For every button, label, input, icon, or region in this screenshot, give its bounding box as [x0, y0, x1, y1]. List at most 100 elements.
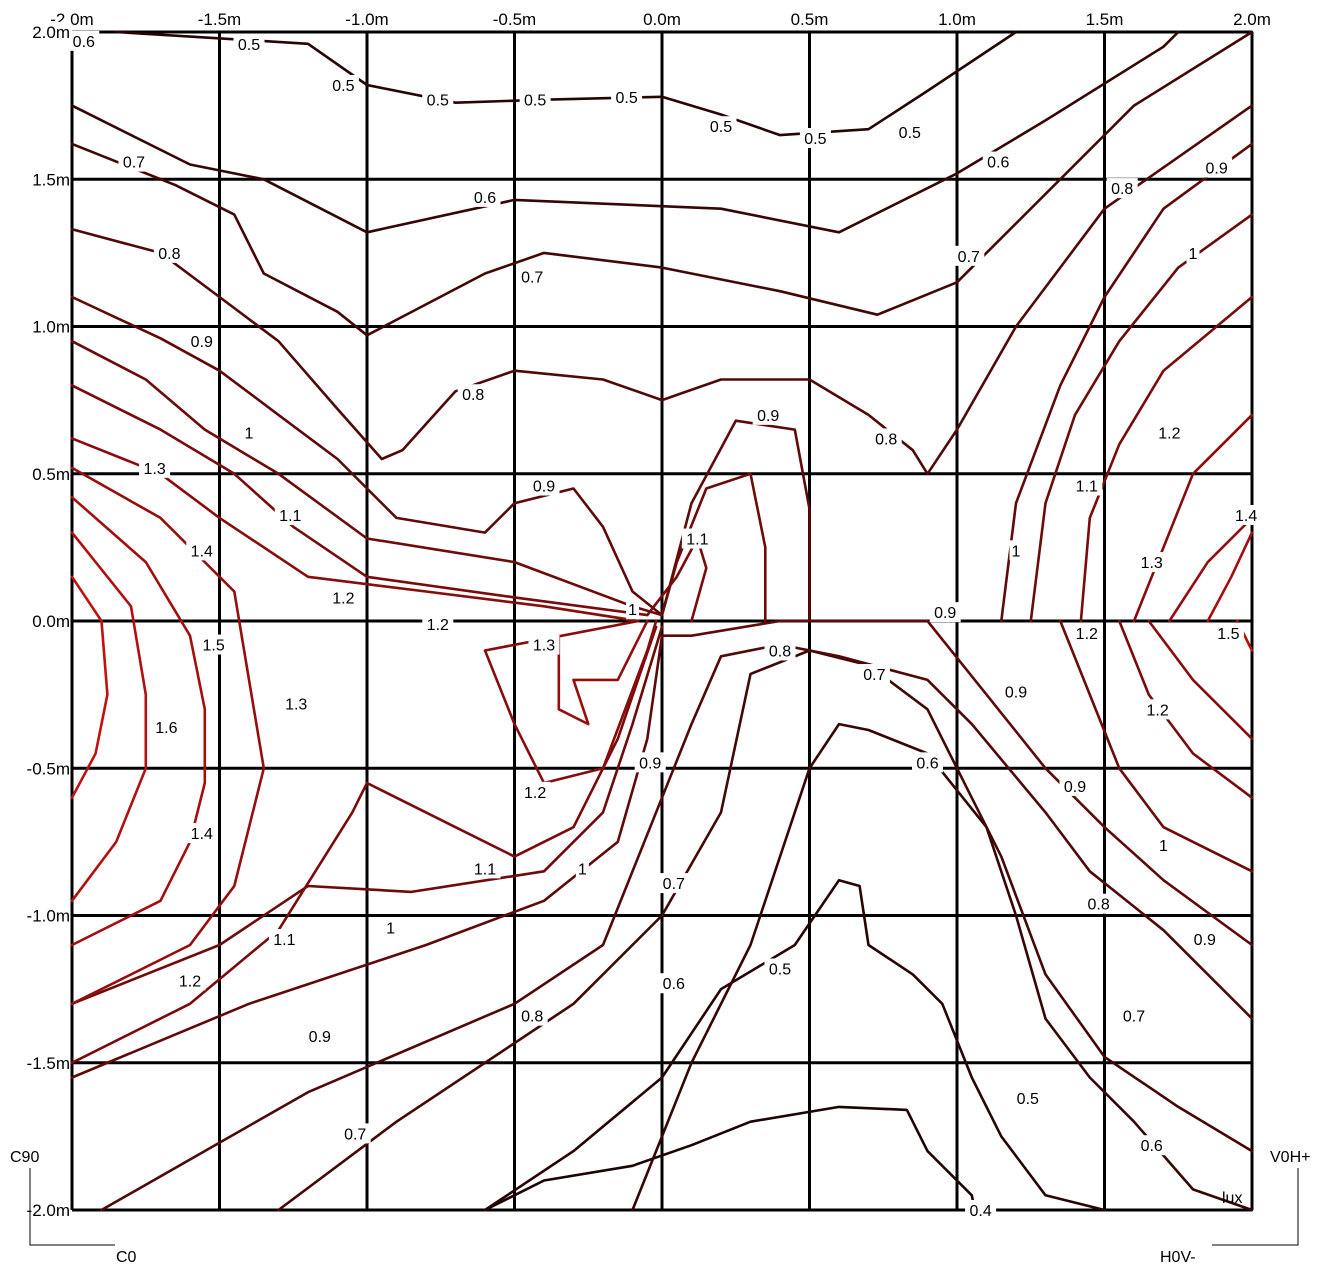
contour-label-bg: [1071, 475, 1103, 496]
contour-label: 0.7: [658, 873, 690, 894]
contour-label-bg: [519, 781, 551, 802]
x-tick-label: 0.0m: [643, 10, 681, 29]
contour-label-bg: [658, 873, 690, 894]
contour-label-bg: [516, 1005, 548, 1026]
contour-label-text: 1.2: [524, 785, 546, 802]
y-tick-label-bg: [26, 169, 70, 190]
y-tick-label-text: -1.0m: [27, 907, 70, 926]
contour-label-bg: [304, 1026, 336, 1047]
contour-label-bg: [422, 613, 454, 634]
contour-label-text: 0.9: [1194, 932, 1216, 949]
contour-label: 0.5: [233, 33, 265, 54]
contour-line: [1132, 413, 1254, 623]
y-tick-label: 0.5m: [26, 463, 70, 484]
contour-line: [1079, 295, 1254, 623]
contour-label-text: 1: [1012, 543, 1021, 560]
contour-label-bg: [528, 634, 560, 655]
contour-label-text: 0.8: [769, 643, 791, 660]
contour-label-text: 0.7: [123, 155, 145, 172]
x-tick-label: -0.5m: [493, 10, 536, 29]
contour-label: 0.6: [912, 752, 943, 773]
contour-label: 0.8: [1083, 893, 1115, 914]
y-tick-label: -0.5m: [16, 758, 70, 779]
contour-line: [1118, 619, 1254, 799]
contour-label-bg: [198, 634, 230, 655]
contour-label: 0.7: [858, 664, 890, 685]
contour-label-bg: [327, 587, 359, 608]
contour-label-bg: [1136, 1135, 1168, 1156]
contour-line: [1000, 142, 1254, 623]
contour-label-bg: [1157, 834, 1170, 855]
contour-label-text: 0.7: [1123, 1009, 1145, 1026]
contour-line: [70, 496, 207, 947]
contour-label-bg: [150, 717, 182, 738]
contour-label: 1.5: [198, 634, 230, 655]
contour-label: 1.1: [1071, 475, 1103, 496]
contour-label: 1.1: [469, 858, 501, 879]
contour-label-bg: [516, 266, 548, 287]
contour-label-text: 0.9: [1064, 779, 1086, 796]
contour-label-text: 1.4: [191, 543, 213, 560]
contour-label-text: 1: [386, 920, 395, 937]
contour-label-text: 0.8: [1087, 897, 1109, 914]
contour-label-text: 0.8: [875, 431, 897, 448]
contour-label-bg: [233, 33, 265, 54]
contour-label-bg: [953, 245, 985, 266]
contour-label-bg: [894, 122, 926, 143]
contour-label-text: 0.5: [238, 37, 260, 54]
x-tick-label: 1.5m: [1086, 10, 1124, 29]
contour-label-text: 1.1: [273, 932, 295, 949]
y-tick-label: -1.0m: [16, 905, 70, 926]
contour-label-bg: [929, 602, 961, 623]
contour-label: 0.5: [611, 86, 643, 107]
contour-label: 0.5: [519, 89, 551, 110]
contour-label-bg: [174, 970, 206, 991]
contour-label-bg: [1212, 622, 1244, 643]
contour-label-bg: [384, 917, 398, 938]
contour-line: [70, 619, 1254, 1079]
contour-label-bg: [469, 858, 501, 879]
contour-label: 1.3: [528, 634, 560, 655]
contour-line: [70, 625, 664, 1006]
y-tick-label: -2.0m: [16, 1200, 70, 1220]
contour-label-text: 0.9: [1205, 160, 1227, 177]
contour-label-bg: [469, 186, 501, 207]
contour-label-text: 1.4: [191, 826, 213, 843]
contour-label-bg: [764, 640, 796, 661]
contour-label: 0.9: [528, 475, 560, 496]
contour-label-text: 0.5: [804, 131, 826, 148]
contour-label: 0.9: [186, 331, 218, 352]
contour-label-text: 1.3: [285, 696, 307, 713]
contour-label-text: 1.2: [1146, 702, 1168, 719]
contour-line: [70, 30, 1180, 234]
contour-label: 0.7: [953, 245, 985, 266]
contour-label: 1.4: [1230, 504, 1262, 525]
contour-label-bg: [1106, 178, 1138, 199]
contour-label-bg: [799, 128, 831, 149]
orientation-bottom-left: C0: [116, 1249, 137, 1266]
contour-label: 0.9: [304, 1026, 336, 1047]
contour-label-text: 1.2: [1158, 426, 1180, 443]
contour-label-text: 0.5: [710, 119, 732, 136]
contour-label-bg: [681, 528, 713, 549]
contour-label: 1: [1009, 540, 1023, 561]
contour-label: 1.5: [1212, 622, 1244, 643]
contour-label: 0.8: [870, 428, 902, 449]
contour-label-bg: [752, 404, 784, 425]
contour-label-text: 1.2: [427, 617, 449, 634]
contour-label-bg: [1201, 157, 1233, 178]
contour-label: 1.2: [1071, 622, 1103, 643]
y-tick-label-bg: [26, 316, 70, 337]
contour-label-text: 0.8: [521, 1009, 543, 1026]
contour-label: 0.9: [1189, 929, 1221, 950]
contour-label: 0.8: [516, 1005, 548, 1026]
contour-label: 1.3: [139, 457, 171, 478]
x-tick-label: -1.5m: [198, 10, 241, 29]
contour-label: 0.5: [705, 116, 737, 136]
contour-label-text: 0.5: [769, 962, 791, 979]
contour-label-bg: [118, 151, 150, 172]
contour-label-bg: [153, 242, 185, 263]
contour-label-bg: [1136, 552, 1168, 573]
contour-label-bg: [519, 89, 551, 110]
orientation-marker: C90 C0 V0H+ H0V-: [10, 1149, 1310, 1266]
